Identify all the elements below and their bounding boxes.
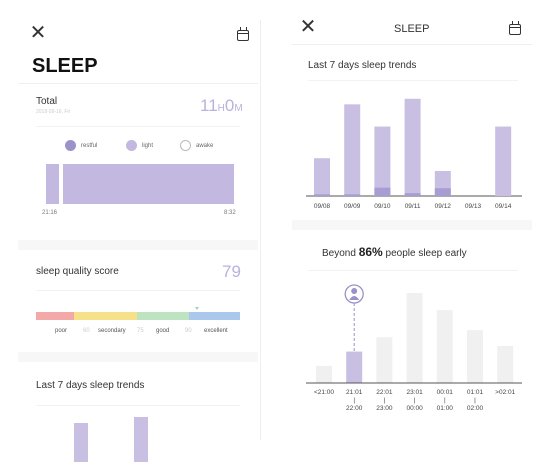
light-dot-icon	[126, 140, 137, 151]
bedtime-tick-label: <21:00	[314, 389, 334, 396]
bedtime-bar	[376, 337, 393, 383]
trend-bar-deep	[344, 194, 361, 196]
bedtime-chart: <21:00 21:01 | 22:00 22:01 | 23:00 23:01 | 00:00 0…	[306, 284, 522, 412]
quality-label: sleep quality score	[36, 266, 119, 277]
total-duration: 11H0M	[200, 96, 243, 116]
score-threshold: 90	[185, 328, 192, 334]
beyond-text: Beyond 86% people sleep early	[322, 245, 467, 259]
hours-unit: H	[217, 103, 225, 114]
legend-label: restful	[81, 142, 98, 149]
score-label: poor	[55, 328, 68, 334]
bedtime-tick-label: 23:01 | 00:00	[406, 389, 423, 412]
trends-title: Last 7 days sleep trends	[36, 380, 145, 391]
score-label: good	[156, 328, 170, 334]
trend-tick-label: 09/12	[435, 203, 452, 210]
beyond-suffix: people sleep early	[385, 248, 467, 259]
score-threshold: 60	[83, 328, 90, 334]
awake-dot-icon	[180, 140, 191, 151]
section-gap	[292, 220, 532, 230]
trend-tick-label: 09/10	[374, 203, 391, 210]
score-segment-excellent	[189, 312, 240, 320]
legend-label: awake	[196, 142, 214, 149]
page-title: SLEEP	[32, 55, 98, 77]
timeline-start: 21:16	[42, 210, 58, 216]
close-icon[interactable]: ✕	[29, 22, 47, 44]
minutes-unit: M	[234, 103, 243, 114]
avatar-head	[351, 288, 358, 294]
page-title: SLEEP	[394, 23, 430, 35]
score-segment-secondary	[74, 312, 137, 320]
trend-bar	[314, 158, 330, 196]
trend-bar-deep	[404, 193, 421, 196]
score-threshold: 75	[137, 328, 144, 334]
trends-title: Last 7 days sleep trends	[308, 60, 417, 71]
trend-bar	[344, 104, 361, 196]
legend-restful: restful	[65, 140, 97, 151]
calendar-icon[interactable]	[507, 20, 523, 37]
total-label: Total	[36, 96, 58, 107]
trend-bar	[134, 417, 148, 462]
total-minutes: 0	[224, 96, 235, 115]
trend-chart: 09/08 09/09 09/10 09/11 09/12 09/13 09/14	[306, 98, 522, 210]
trend-tick-label: 09/11	[405, 203, 421, 210]
score-label: secondary	[98, 328, 126, 334]
beyond-prefix: Beyond	[322, 248, 356, 259]
bedtime-bar-highlight	[346, 351, 363, 383]
trend-bar	[495, 126, 512, 196]
trend-tick-label: 09/13	[465, 203, 482, 210]
left-screen: ✕ SLEEP Total 2018-09-16, Fri 11H0M rest…	[18, 0, 258, 462]
timeline-segment	[46, 164, 59, 204]
score-label: excellent	[204, 328, 228, 334]
bedtime-bar	[497, 345, 514, 383]
trend-bar	[404, 98, 421, 196]
calendar-icon[interactable]	[235, 26, 251, 43]
trend-bar	[74, 423, 88, 462]
bedtime-bar	[406, 293, 423, 383]
bedtime-tick-label: 21:01 | 22:00	[346, 389, 363, 412]
close-icon[interactable]: ✕	[299, 16, 317, 38]
trend-tick-label: 09/14	[495, 203, 512, 210]
trend-bar	[374, 126, 391, 196]
bedtime-bar	[316, 365, 332, 383]
timeline-segment	[63, 164, 234, 204]
beyond-percent: 86%	[358, 245, 383, 259]
section-gap	[18, 352, 258, 362]
legend-label: light	[142, 142, 154, 149]
bedtime-tick-label: 00:01 | 01:00	[437, 389, 454, 412]
score-marker-icon	[195, 307, 200, 310]
section-gap	[18, 240, 258, 250]
timeline-end: 8:32	[224, 210, 236, 216]
score-segment-poor	[36, 312, 74, 320]
bedtime-bar	[436, 310, 453, 383]
bedtime-tick-label: >02:01	[495, 389, 515, 396]
avatar-body	[349, 296, 360, 300]
right-screen: ✕ SLEEP Last 7 days sleep trends 09/08 09…	[292, 0, 532, 462]
restful-dot-icon	[65, 140, 76, 151]
quality-score: 79	[222, 262, 241, 281]
total-hours: 11	[200, 96, 218, 115]
trend-tick-label: 09/09	[344, 203, 361, 210]
trend-bar-deep	[434, 188, 451, 196]
trend-bar-deep	[374, 187, 391, 196]
legend-awake: awake	[180, 140, 213, 151]
score-segment-good	[137, 312, 189, 320]
user-avatar-icon	[344, 284, 364, 304]
trend-bar-deep	[314, 194, 330, 196]
legend-light: light	[126, 140, 153, 151]
trend-tick-label: 09/08	[314, 203, 331, 210]
bedtime-tick-label: 22:01 | 23:00	[376, 389, 393, 412]
bedtime-bar	[467, 330, 483, 383]
bedtime-tick-label: 01:01 | 02:00	[467, 389, 484, 412]
total-date: 2018-09-16, Fri	[36, 109, 71, 115]
